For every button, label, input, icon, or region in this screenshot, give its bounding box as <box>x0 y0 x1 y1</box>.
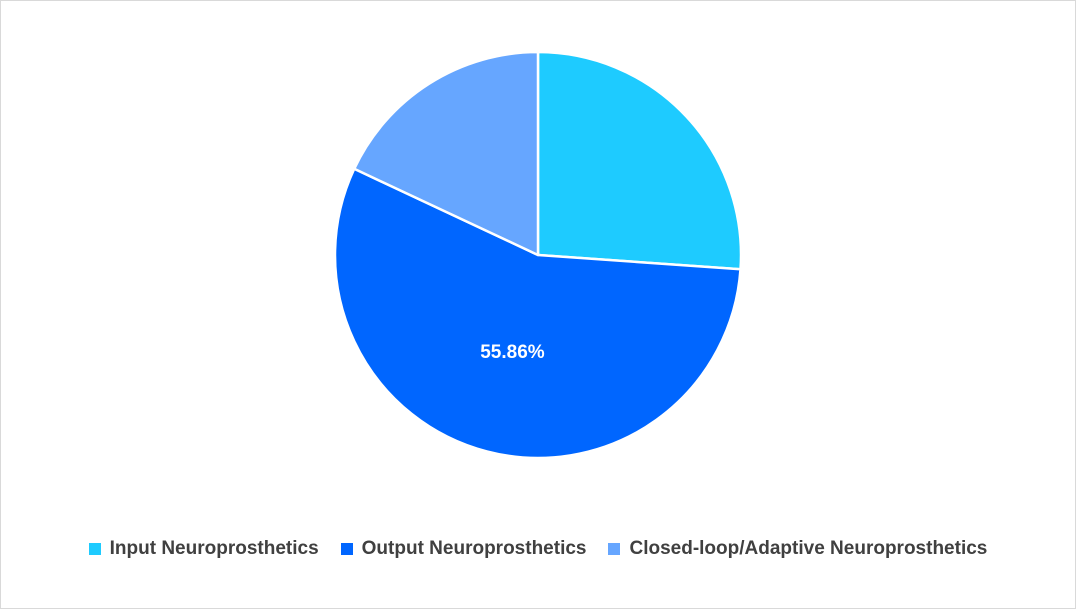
legend-item: Closed-loop/Adaptive Neuroprosthetics <box>608 538 987 560</box>
legend-label: Input Neuroprosthetics <box>109 538 319 559</box>
legend-label: Output Neuroprosthetics <box>361 538 587 559</box>
data-label-output-neuroprosthetics: 55.86% <box>480 342 545 363</box>
legend-swatch <box>340 543 353 555</box>
legend: Input Neuroprosthetics Output Neuroprosth… <box>0 535 1076 563</box>
legend-swatch <box>608 543 621 555</box>
legend-item: Output Neuroprosthetics <box>340 538 587 560</box>
pie-slice-input-neuroprosthetics <box>536 50 743 271</box>
legend-label: Closed-loop/Adaptive Neuroprosthetics <box>629 538 988 559</box>
legend-swatch <box>88 543 101 555</box>
pie-slice-closed-loop-adaptive-neuroprosthetics <box>352 50 540 257</box>
pie-slice-output-neuroprosthetics <box>333 167 742 460</box>
legend-item: Input Neuroprosthetics <box>88 538 319 560</box>
